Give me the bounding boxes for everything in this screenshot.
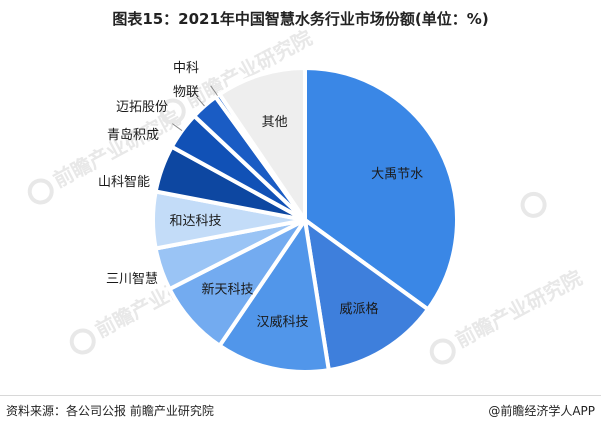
- slice-label: 新天科技: [201, 281, 253, 297]
- footer: 资料来源：各公司公报 前瞻产业研究院 @前瞻经济学人APP: [0, 395, 601, 427]
- slice-label: 三川智慧: [106, 271, 158, 287]
- chart-title: 图表15：2021年中国智慧水务行业市场份额(单位：%): [112, 10, 489, 28]
- pie-slice: [303, 65, 459, 313]
- slice-label: 青岛积成: [107, 127, 159, 143]
- slice-label: 和达科技: [170, 214, 222, 229]
- source-note: 资料来源：各公司公报 前瞻产业研究院: [6, 404, 214, 418]
- slice-label: 山科智能: [98, 175, 150, 190]
- leader-line: [210, 85, 219, 96]
- pie-slice: [216, 214, 332, 374]
- slice-label: 中科物联: [173, 61, 199, 100]
- slice-label: 汉威科技: [256, 315, 308, 330]
- slice-label: 其他: [262, 115, 288, 130]
- slice-label: 大禹节水: [371, 167, 423, 182]
- leader-line: [196, 96, 205, 107]
- pie-slice: [302, 215, 431, 373]
- footer-divider: [0, 395, 601, 396]
- brand-credit: @前瞻经济学人APP: [488, 404, 595, 418]
- slice-label: 迈拓股份: [116, 100, 168, 115]
- leader-line: [172, 123, 183, 132]
- slice-label: 威派格: [339, 301, 378, 317]
- pie-slice: [216, 65, 307, 227]
